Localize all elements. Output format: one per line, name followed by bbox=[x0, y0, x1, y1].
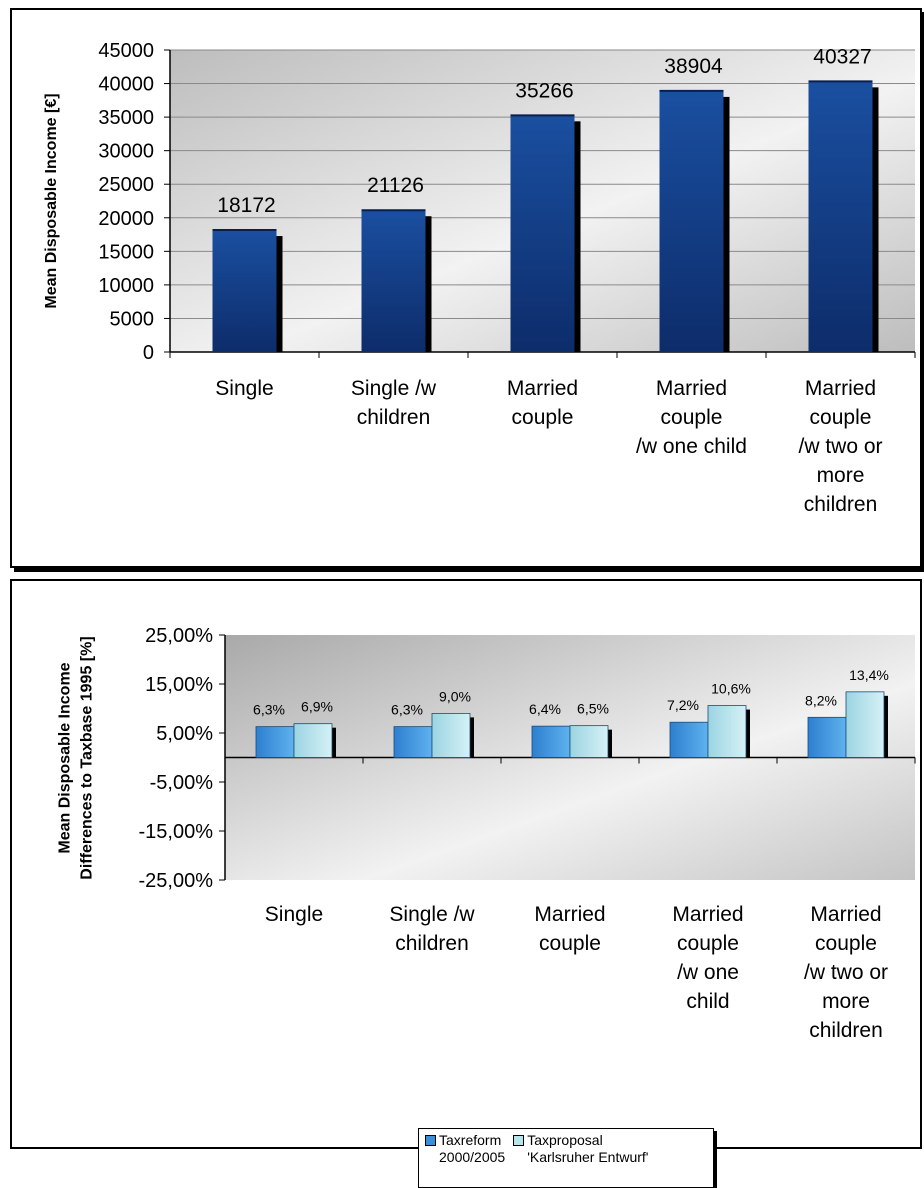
bottom-y-tick-label: 5,00% bbox=[156, 723, 213, 745]
top-y-tick-label: 5000 bbox=[110, 308, 155, 330]
bottom-y-tick-label: 25,00% bbox=[145, 625, 213, 647]
legend-swatch-taxproposal bbox=[513, 1135, 525, 1146]
top-bar bbox=[659, 90, 724, 352]
top-x-tick-label: Single /w children bbox=[350, 377, 437, 429]
bottom-x-tick-label: Single bbox=[264, 903, 324, 926]
bottom-bar-taxproposal bbox=[707, 705, 747, 758]
legend-item-taxreform: Taxreform 2000/2005 bbox=[425, 1132, 505, 1184]
bottom-bar-taxproposal bbox=[845, 691, 885, 758]
legend-item-taxproposal: Taxproposal 'Karlsruher Entwurf' bbox=[513, 1132, 648, 1184]
bottom-x-tick-label: Married couple bbox=[534, 903, 606, 955]
legend-label-taxproposal: Taxproposal 'Karlsruher Entwurf' bbox=[527, 1132, 649, 1165]
bottom-data-label: 6,3% bbox=[253, 702, 285, 718]
top-bar bbox=[212, 230, 277, 352]
bottom-data-label: 9,0% bbox=[439, 688, 471, 704]
bottom-data-label: 13,4% bbox=[849, 667, 889, 683]
bottom-bar-taxreform bbox=[393, 726, 433, 758]
top-y-tick-label: 25000 bbox=[98, 174, 154, 196]
top-data-label: 18172 bbox=[217, 194, 275, 217]
top-y-tick-label: 45000 bbox=[98, 40, 154, 62]
bottom-bar-taxreform bbox=[531, 725, 571, 758]
bottom-x-tick-label: Single /w children bbox=[389, 903, 475, 955]
top-data-label: 38904 bbox=[664, 55, 723, 78]
top-data-label: 21126 bbox=[367, 174, 424, 197]
bottom-y-tick-label: -5,00% bbox=[150, 772, 214, 794]
top-x-tick-label: Single bbox=[215, 377, 274, 400]
top-data-label: 40327 bbox=[813, 45, 871, 68]
top-y-axis-label: Mean Disposable Income [€] bbox=[43, 93, 60, 309]
top-y-tick-label: 0 bbox=[143, 342, 154, 364]
bottom-data-label: 6,4% bbox=[529, 701, 561, 717]
bottom-bar-taxproposal bbox=[431, 713, 471, 758]
bottom-data-label: 6,9% bbox=[301, 699, 333, 715]
bottom-bar-taxreform bbox=[255, 726, 295, 758]
bottom-data-label: 6,3% bbox=[391, 702, 423, 718]
bottom-data-label: 10,6% bbox=[711, 681, 751, 697]
bottom-y-tick-label: 15,00% bbox=[145, 674, 213, 696]
top-data-label: 35266 bbox=[515, 79, 573, 102]
bottom-y-tick-label: -25,00% bbox=[139, 870, 214, 892]
top-y-tick-label: 10000 bbox=[98, 275, 154, 297]
bottom-y-tick-label: -15,00% bbox=[139, 821, 214, 843]
top-bar bbox=[361, 210, 426, 352]
bottom-x-tick-label: Married couple /w one child bbox=[672, 903, 744, 1013]
top-y-tick-label: 35000 bbox=[98, 107, 154, 129]
top-bar bbox=[808, 81, 873, 352]
bottom-bar-taxproposal bbox=[293, 723, 333, 758]
bottom-data-label: 6,5% bbox=[577, 701, 609, 717]
bottom-bar-taxreform bbox=[807, 716, 847, 758]
bottom-y-axis-label: Mean Disposable Income Differences to Ta… bbox=[56, 635, 95, 880]
bottom-data-label: 7,2% bbox=[667, 697, 699, 713]
top-bar bbox=[510, 115, 575, 352]
bottom-data-label: 8,2% bbox=[805, 692, 837, 708]
bottom-bar-taxproposal bbox=[569, 725, 609, 758]
top-x-tick-label: Married couple /w one child bbox=[636, 377, 747, 458]
legend: Taxreform 2000/2005 Taxproposal 'Karlsru… bbox=[418, 1128, 714, 1188]
top-y-tick-label: 30000 bbox=[98, 141, 154, 163]
top-x-tick-label: Married couple bbox=[506, 377, 579, 429]
top-x-tick-label: Married couple /w two or more children bbox=[798, 377, 883, 516]
top-y-tick-label: 20000 bbox=[98, 208, 154, 230]
top-y-tick-label: 15000 bbox=[98, 241, 154, 263]
charts-svg: 0 5000 10000 15000 20000 25000 30000 35000 40000… bbox=[98, 40, 916, 892]
bottom-x-tick-label: Married couple /w two or more children bbox=[803, 903, 889, 1042]
legend-label-taxreform: Taxreform 2000/2005 bbox=[439, 1132, 506, 1165]
bottom-bar-taxreform bbox=[669, 721, 709, 758]
legend-swatch-taxreform bbox=[425, 1135, 436, 1146]
top-y-tick-label: 40000 bbox=[98, 74, 154, 96]
